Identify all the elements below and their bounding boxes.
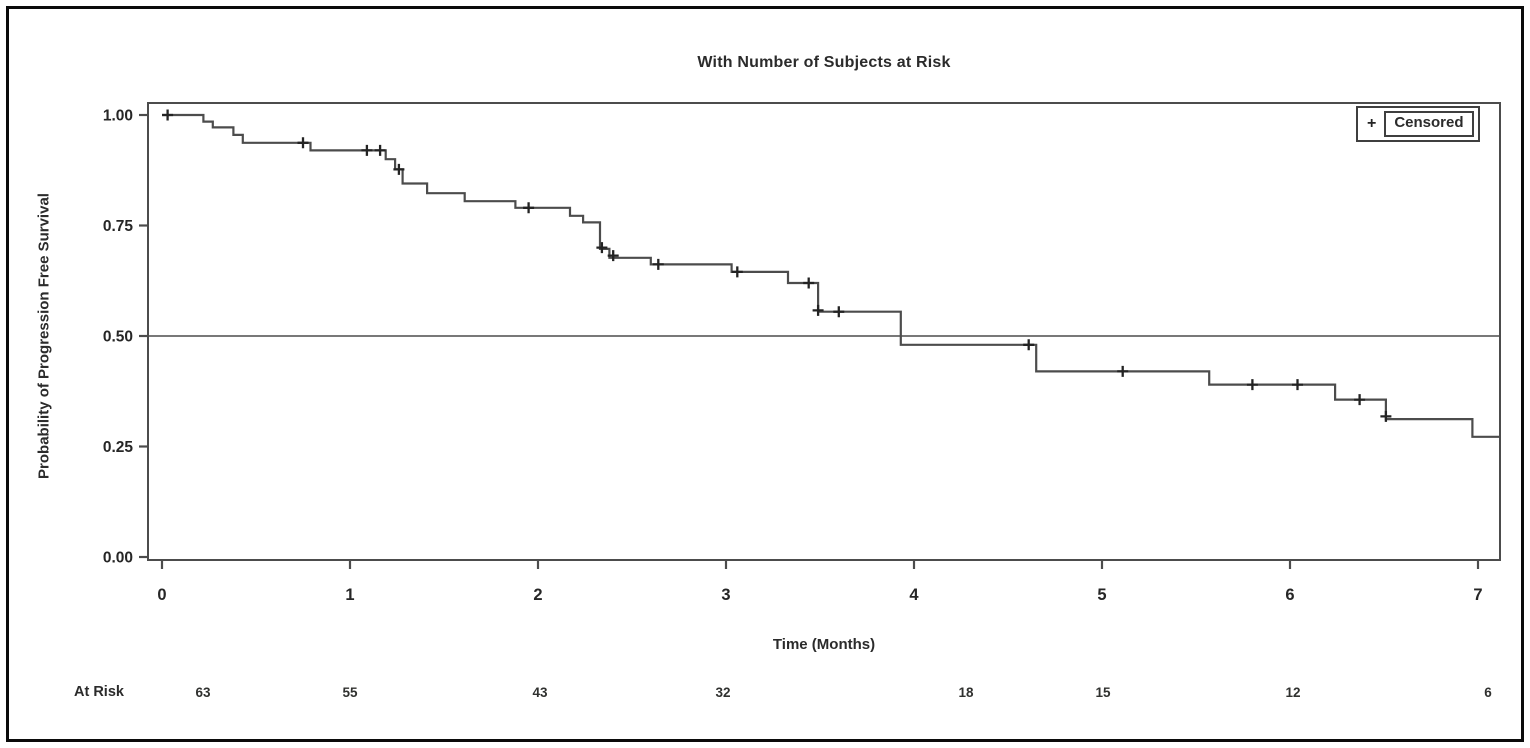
- x-tick-label: 4: [909, 586, 919, 604]
- y-tick-label: 0.50: [103, 329, 133, 346]
- censored-plus-icon: +: [1367, 114, 1377, 132]
- at-risk-count: 6: [1484, 685, 1492, 700]
- x-tick-label: 7: [1473, 586, 1482, 604]
- x-tick-label: 5: [1097, 586, 1106, 604]
- chart-title: With Number of Subjects at Risk: [697, 54, 951, 71]
- at-risk-row-label: At Risk: [74, 684, 124, 700]
- x-tick-label: 6: [1285, 586, 1294, 604]
- at-risk-count: 43: [532, 685, 548, 700]
- legend-censored-label: Censored: [1384, 111, 1474, 137]
- at-risk-count: 32: [715, 685, 731, 700]
- y-axis-title: Probability of Progression Free Survival: [35, 193, 53, 479]
- figure-border: [6, 6, 1524, 742]
- x-tick-label: 1: [345, 586, 354, 604]
- legend-censored: + Censored: [1356, 106, 1480, 142]
- censor-marks: [162, 109, 1392, 422]
- x-tick-label: 3: [721, 586, 730, 604]
- at-risk-count: 18: [958, 685, 974, 700]
- at-risk-count: 63: [195, 685, 211, 700]
- plot-box: [147, 102, 1501, 561]
- at-risk-count: 55: [342, 685, 358, 700]
- x-tick-label: 0: [157, 586, 166, 604]
- x-tick-label: 2: [533, 586, 542, 604]
- y-tick-label: 0.25: [103, 439, 134, 456]
- y-tick-label: 0.00: [103, 550, 133, 567]
- survival-step-curve: [162, 113, 1501, 438]
- at-risk-count: 15: [1095, 685, 1111, 700]
- y-tick-label: 0.75: [103, 218, 134, 235]
- y-tick-label: 1.00: [103, 108, 133, 125]
- at-risk-count: 12: [1285, 685, 1301, 700]
- x-axis-title: Time (Months): [772, 636, 876, 653]
